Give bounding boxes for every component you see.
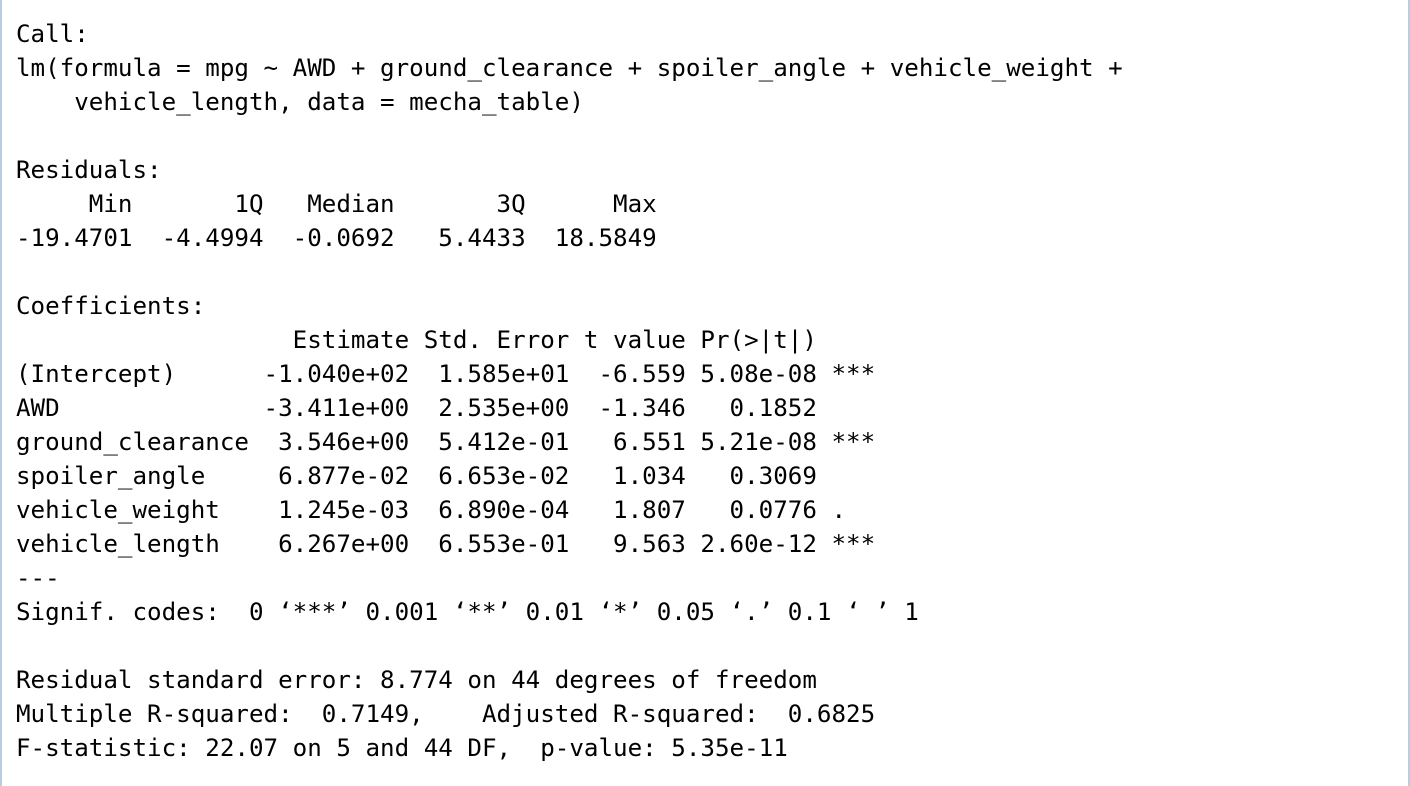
blank-line xyxy=(16,119,1137,153)
blank-line xyxy=(16,629,1137,663)
coefficients-header-row: Estimate Std. Error t value Pr(>|t|) xyxy=(16,326,876,354)
r-squared-line: Multiple R-squared: 0.7149, Adjusted R-s… xyxy=(16,700,890,728)
f-statistic-line: F-statistic: 22.07 on 5 and 44 DF, p-val… xyxy=(16,734,788,762)
significance-codes-line: Signif. codes: 0 ‘***’ 0.001 ‘**’ 0.01 ‘… xyxy=(16,598,919,626)
separator-line: --- xyxy=(16,564,60,592)
residuals-header-row: Min 1Q Median 3Q Max xyxy=(16,190,672,218)
coefficient-row-ground-clearance: ground_clearance 3.546e+00 5.412e-01 6.5… xyxy=(16,428,876,456)
coefficients-heading: Coefficients: xyxy=(16,292,206,320)
blank-line xyxy=(16,255,1137,289)
residuals-heading: Residuals: xyxy=(16,156,162,184)
residual-standard-error-line: Residual standard error: 8.774 on 44 deg… xyxy=(16,666,817,694)
coefficient-row-awd: AWD -3.411e+00 2.535e+00 -1.346 0.1852 xyxy=(16,394,876,422)
regression-summary-output: Call: lm(formula = mpg ~ AWD + ground_cle… xyxy=(16,17,1137,765)
coefficient-row-vehicle-length: vehicle_length 6.267e+00 6.553e-01 9.563… xyxy=(16,530,876,558)
coefficient-row-intercept: (Intercept) -1.040e+02 1.585e+01 -6.559 … xyxy=(16,360,876,388)
residuals-values-row: -19.4701 -4.4994 -0.0692 5.4433 18.5849 xyxy=(16,224,672,252)
coefficient-row-spoiler-angle: spoiler_angle 6.877e-02 6.653e-02 1.034 … xyxy=(16,462,876,490)
call-heading: Call: xyxy=(16,20,89,48)
coefficient-row-vehicle-weight: vehicle_weight 1.245e-03 6.890e-04 1.807… xyxy=(16,496,876,524)
call-formula-line: lm(formula = mpg ~ AWD + ground_clearanc… xyxy=(16,54,1138,82)
call-formula-continuation: vehicle_length, data = mecha_table) xyxy=(16,88,584,116)
